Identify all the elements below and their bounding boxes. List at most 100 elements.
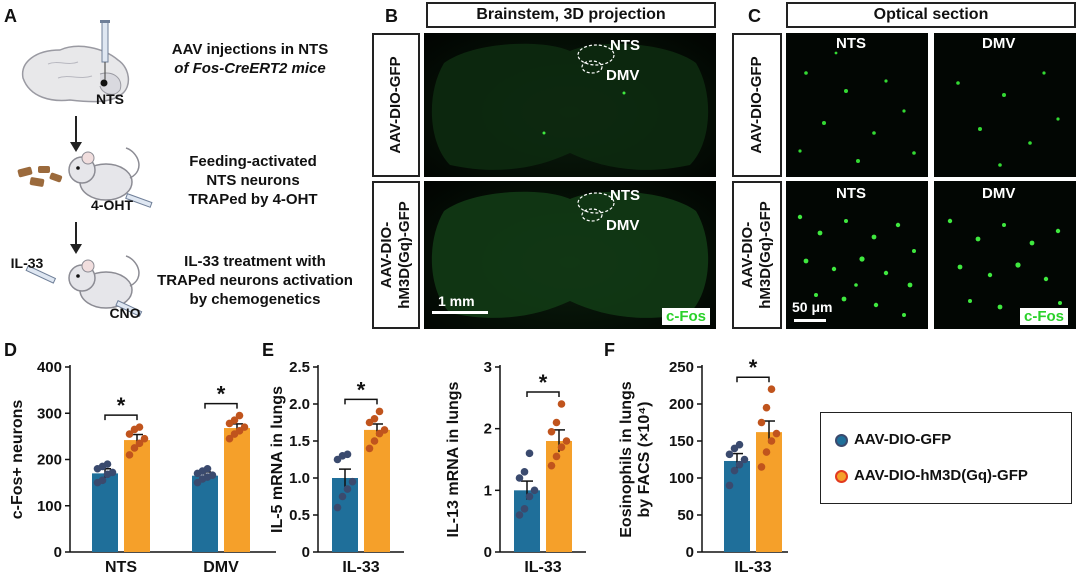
y-tick-label: 0	[686, 544, 694, 561]
data-point	[370, 437, 379, 445]
panel-e-label: E	[262, 340, 275, 360]
optical-section-nts-gfp: NTS	[786, 33, 928, 177]
legend-marker-gfp	[835, 433, 848, 447]
data-point	[530, 486, 539, 495]
arrow-down-icon	[70, 116, 82, 152]
y-tick-label: 1.5	[289, 433, 310, 450]
data-point	[767, 437, 776, 445]
data-point	[552, 452, 561, 461]
y-tick-label: 0.5	[289, 507, 310, 524]
bar	[514, 490, 540, 552]
x-tick-label: DMV	[203, 559, 239, 574]
bar	[224, 428, 250, 552]
significance-star: *	[117, 393, 126, 418]
data-point	[525, 449, 534, 458]
syringe-icon	[125, 193, 153, 208]
panel-c-row2-label: AAV-DIO-hM3D(Gq)-GFP	[732, 181, 782, 329]
data-point	[762, 448, 771, 456]
data-point	[735, 440, 744, 449]
data-point	[125, 451, 134, 459]
y-tick-label: 2	[484, 421, 492, 438]
panel-c-row1-label: AAV-DIO-GFP	[732, 33, 782, 177]
optical-section-nts-gq: NTS 50 μm	[786, 181, 928, 329]
data-point	[552, 418, 561, 427]
panel-f-label: F	[604, 340, 615, 360]
nts-region-label: NTS	[610, 187, 640, 204]
nts-region-label: NTS	[610, 37, 640, 54]
data-point	[240, 423, 249, 431]
data-point	[380, 426, 389, 434]
mouse-icon	[68, 255, 140, 309]
y-axis-label: IL-5 mRNA in lungs	[269, 386, 286, 533]
y-tick-label: 150	[669, 433, 694, 450]
y-tick-label: 50	[677, 507, 694, 524]
y-tick-label: 1.0	[289, 470, 310, 487]
y-tick-label: 1	[484, 482, 492, 499]
data-point	[547, 427, 556, 436]
data-point	[135, 439, 144, 448]
il-33-label: IL-33	[10, 255, 44, 271]
data-point	[547, 461, 556, 470]
data-point	[515, 474, 524, 482]
data-point	[103, 460, 112, 468]
significance-bracket	[204, 402, 238, 409]
c-fos-label: c-Fos	[1020, 308, 1069, 325]
data-point	[740, 455, 749, 464]
data-point	[208, 471, 217, 480]
scale-bar	[432, 311, 488, 314]
data-point	[757, 418, 766, 427]
scale-bar	[794, 319, 826, 322]
legend-marker-gq	[835, 469, 848, 483]
y-tick-label: 200	[669, 396, 694, 413]
dmv-region-label: DMV	[606, 67, 640, 84]
legend-item-gq: AAV-DIO-hM3D(Gq)-GFP	[835, 467, 1028, 484]
data-point	[235, 411, 244, 420]
nts-label: NTS	[96, 91, 124, 107]
y-tick-label: 3	[484, 359, 492, 376]
data-point	[140, 434, 149, 443]
significance-bracket	[736, 376, 770, 383]
data-point	[735, 460, 744, 469]
panel-b-row1-label: AAV-DIO-GFP	[372, 33, 420, 177]
data-point	[125, 430, 134, 438]
data-point	[767, 385, 776, 393]
dmv-region-label: DMV	[982, 35, 1016, 52]
data-point	[562, 437, 571, 445]
y-tick-label: 100	[669, 470, 694, 487]
data-point	[343, 485, 352, 493]
data-point	[725, 450, 734, 459]
arrow-down-icon	[70, 222, 82, 254]
significance-bracket	[344, 398, 378, 405]
y-tick-label: 200	[37, 452, 62, 469]
data-point	[762, 403, 771, 412]
data-point	[98, 476, 107, 485]
data-point	[108, 468, 117, 477]
y-tick-label: 250	[669, 359, 694, 376]
data-point	[725, 481, 734, 490]
brainstem-image-gq: NTS DMV 1 mm	[424, 181, 716, 329]
data-point	[525, 492, 534, 501]
significance-star: *	[749, 355, 758, 380]
x-tick-label: IL-33	[342, 559, 379, 574]
x-tick-label: IL-33	[524, 559, 561, 574]
syringe-icon	[25, 265, 143, 317]
data-point	[772, 429, 781, 438]
step2-text: Feeding-activated NTS neurons TRAPed by …	[188, 153, 318, 208]
y-tick-label: 400	[37, 359, 62, 376]
data-point	[225, 434, 234, 443]
panel-b-row2-label: AAV-DIO-hM3D(Gq)-GFP	[372, 181, 420, 329]
data-point	[557, 443, 566, 451]
data-point	[520, 468, 529, 476]
nts-region-label: NTS	[836, 185, 866, 202]
data-point	[557, 400, 566, 408]
significance-bracket	[104, 414, 138, 421]
y-tick-label: 100	[37, 498, 62, 515]
significance-bracket	[526, 391, 560, 397]
significance-star: *	[539, 370, 548, 395]
data-point	[230, 416, 239, 424]
panel-b-title: Brainstem, 3D projection	[426, 2, 716, 28]
y-axis-label: IL-13 mRNA in lungs	[445, 381, 462, 537]
optical-section-dmv-gq: DMV	[934, 181, 1076, 329]
panel-a-label: A	[4, 6, 17, 26]
